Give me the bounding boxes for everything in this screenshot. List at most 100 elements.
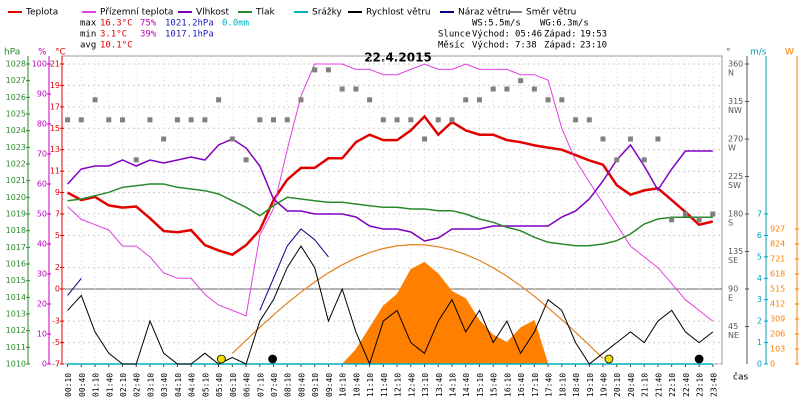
- y-tick-label: 0: [42, 360, 47, 369]
- direction-point: [298, 97, 304, 103]
- y-tick-label: 1025: [6, 110, 26, 119]
- x-tick-label: 08:40: [297, 373, 306, 397]
- y-tick-label: 1011: [6, 343, 26, 352]
- compass-label: E: [728, 294, 733, 303]
- y-tick-label: 5: [757, 252, 762, 261]
- y-tick-label: 0: [757, 360, 762, 369]
- y-tick-label: 135: [728, 247, 743, 256]
- y-tick-label: 3: [757, 295, 762, 304]
- x-tick-label: 04:10: [174, 373, 183, 397]
- x-tick-label: 02:40: [133, 373, 142, 397]
- direction-point: [133, 157, 139, 163]
- direction-point: [463, 97, 469, 103]
- moon-set-label: Západ:: [544, 41, 577, 51]
- direction-point: [476, 97, 482, 103]
- y-tick-label: 618: [770, 270, 785, 279]
- direction-point: [216, 97, 222, 103]
- y-tick-label: 60: [37, 180, 47, 189]
- direction-point: [614, 157, 620, 163]
- y-tick-label: 1015: [6, 276, 26, 285]
- series-line: [67, 228, 329, 311]
- y-tick-label: 1022: [6, 160, 26, 169]
- axis-unit: hPa: [4, 48, 20, 58]
- y-tick-label: 1023: [6, 143, 26, 152]
- direction-point: [435, 117, 441, 123]
- y-tick-label: 315: [728, 97, 743, 106]
- x-tick-label: 13:10: [421, 373, 430, 397]
- x-tick-label: 07:10: [256, 373, 265, 397]
- x-tick-label: 06:10: [229, 373, 238, 397]
- direction-point: [367, 97, 373, 103]
- x-tick-label: 15:10: [476, 373, 485, 397]
- direction-point: [312, 67, 318, 73]
- x-tick-label: 07:40: [270, 373, 279, 397]
- legend-label: Tlak: [255, 8, 276, 18]
- y-tick-label: 0: [55, 285, 60, 294]
- direction-point: [696, 217, 702, 223]
- direction-point: [490, 86, 496, 92]
- x-tick-label: 22:10: [668, 373, 677, 397]
- direction-point: [545, 97, 551, 103]
- sun-label: Slunce: [438, 30, 471, 40]
- x-tick-label: 21:10: [641, 373, 650, 397]
- y-tick-label: 1013: [6, 310, 26, 319]
- x-tick-label: 01:40: [105, 373, 114, 397]
- y-tick-label: 270: [728, 135, 743, 144]
- x-tick-label: 06:40: [243, 373, 252, 397]
- x-tick-label: 19:40: [600, 373, 609, 397]
- stat-label: avg: [80, 41, 96, 51]
- x-tick-label: 16:40: [517, 373, 526, 397]
- series-line: [67, 138, 713, 242]
- y-tick-label: -5: [52, 338, 60, 347]
- y-tick-label: 0: [770, 360, 775, 369]
- direction-point: [586, 117, 592, 123]
- y-tick-label: 309: [770, 315, 785, 324]
- y-tick-label: 10: [37, 330, 47, 339]
- x-tick-label: 08:10: [284, 373, 293, 397]
- y-tick-label: 40: [37, 240, 47, 249]
- direction-point: [531, 86, 537, 92]
- y-tick-label: 1026: [6, 93, 26, 102]
- direction-point: [119, 117, 125, 123]
- direction-point: [573, 117, 579, 123]
- x-tick-label: 14:40: [462, 373, 471, 397]
- direction-point: [188, 117, 194, 123]
- stat-hum: 75%: [140, 19, 157, 29]
- y-tick-label: 6: [757, 231, 762, 240]
- direction-point: [380, 117, 386, 123]
- y-tick-label: 4: [757, 274, 762, 283]
- y-tick-label: 1010: [6, 360, 26, 369]
- y-tick-label: 45: [728, 322, 738, 331]
- y-tick-label: 80: [37, 120, 47, 129]
- direction-point: [339, 86, 345, 92]
- x-tick-label: 10:10: [339, 373, 348, 397]
- x-tick-label: 09:40: [325, 373, 334, 397]
- x-tick-label: 11:10: [366, 373, 375, 397]
- y-tick-label: 103: [770, 345, 785, 354]
- direction-point: [161, 136, 167, 142]
- direction-point: [106, 117, 112, 123]
- direction-point: [655, 136, 661, 142]
- axis-unit: %: [38, 48, 47, 58]
- compass-label: SW: [728, 181, 741, 190]
- direction-point: [284, 117, 290, 123]
- y-tick-label: -3: [52, 317, 60, 326]
- y-tick-label: 5: [55, 231, 60, 240]
- x-tick-label: 12:40: [407, 373, 416, 397]
- direction-point: [325, 67, 331, 73]
- chart-title: 22.4.2015: [364, 51, 432, 65]
- y-tick-label: 1016: [6, 260, 26, 269]
- direction-point: [243, 157, 249, 163]
- direction-point: [271, 117, 277, 123]
- y-tick-label: 1: [757, 338, 762, 347]
- legend-label: Vlhkost: [196, 8, 229, 18]
- y-tick-label: 515: [770, 285, 785, 294]
- y-tick-label: 30: [37, 270, 47, 279]
- stat-wg: WG:6.3m/s: [540, 19, 589, 29]
- direction-point: [408, 117, 414, 123]
- sun-set-label: Západ:: [544, 30, 577, 40]
- y-tick-label: 1028: [6, 60, 26, 69]
- y-tick-label: 50: [37, 210, 47, 219]
- compass-label: SE: [728, 256, 738, 265]
